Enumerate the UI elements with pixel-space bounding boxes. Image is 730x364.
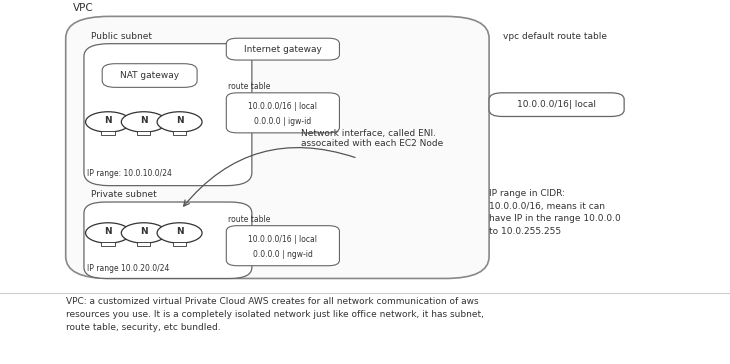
- Ellipse shape: [157, 223, 202, 243]
- Ellipse shape: [85, 223, 131, 243]
- Text: N: N: [140, 116, 147, 124]
- Text: IP range in CIDR:
10.0.0.0/16, means it can
have IP in the range 10.0.0.0
to 10.: IP range in CIDR: 10.0.0.0/16, means it …: [489, 189, 620, 236]
- Text: Internet gateway: Internet gateway: [244, 45, 322, 54]
- Text: N: N: [176, 116, 183, 124]
- Text: 0.0.0.0 | igw-id: 0.0.0.0 | igw-id: [254, 117, 312, 126]
- Text: Public subnet: Public subnet: [91, 32, 153, 41]
- Text: N: N: [104, 116, 112, 124]
- Ellipse shape: [157, 112, 202, 132]
- Text: IP range: 10.0.10.0/24: IP range: 10.0.10.0/24: [87, 169, 172, 178]
- FancyBboxPatch shape: [137, 131, 150, 135]
- FancyBboxPatch shape: [173, 131, 186, 135]
- Text: Network interface, called ENI.
assocaited with each EC2 Node: Network interface, called ENI. assocaite…: [301, 128, 443, 148]
- Text: Private subnet: Private subnet: [91, 190, 157, 199]
- Text: VPC: VPC: [73, 3, 93, 13]
- Text: route table: route table: [228, 82, 270, 91]
- Ellipse shape: [121, 112, 166, 132]
- Text: IP range 10.0.20.0/24: IP range 10.0.20.0/24: [87, 264, 169, 273]
- Text: VPC: a customized virtual Private Cloud AWS creates for all network communicatio: VPC: a customized virtual Private Cloud …: [66, 297, 483, 332]
- FancyBboxPatch shape: [84, 44, 252, 186]
- Ellipse shape: [85, 112, 131, 132]
- Text: 0.0.0.0 | ngw-id: 0.0.0.0 | ngw-id: [253, 250, 313, 259]
- Ellipse shape: [121, 223, 166, 243]
- FancyBboxPatch shape: [102, 64, 197, 87]
- FancyBboxPatch shape: [101, 242, 115, 246]
- FancyBboxPatch shape: [173, 242, 186, 246]
- FancyBboxPatch shape: [84, 202, 252, 278]
- FancyBboxPatch shape: [226, 93, 339, 133]
- Text: vpc default route table: vpc default route table: [503, 32, 607, 41]
- Text: N: N: [176, 227, 183, 236]
- Text: N: N: [104, 227, 112, 236]
- FancyBboxPatch shape: [489, 93, 624, 116]
- FancyBboxPatch shape: [226, 38, 339, 60]
- FancyBboxPatch shape: [66, 16, 489, 278]
- FancyBboxPatch shape: [137, 242, 150, 246]
- Text: 10.0.0.0/16 | local: 10.0.0.0/16 | local: [248, 102, 318, 111]
- Text: N: N: [140, 227, 147, 236]
- Text: 10.0.0.0/16 | local: 10.0.0.0/16 | local: [248, 235, 318, 244]
- FancyBboxPatch shape: [226, 226, 339, 266]
- FancyBboxPatch shape: [101, 131, 115, 135]
- Text: 10.0.0.0/16| local: 10.0.0.0/16| local: [517, 100, 596, 109]
- Text: route table: route table: [228, 215, 270, 224]
- Text: NAT gateway: NAT gateway: [120, 71, 179, 80]
